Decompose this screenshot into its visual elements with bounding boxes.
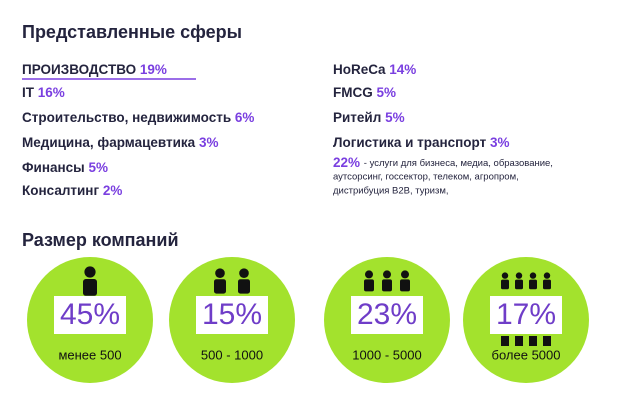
icon [365, 270, 373, 279]
icon [515, 336, 523, 346]
sector-name: HoReCa [333, 62, 386, 77]
percent-box [54, 296, 126, 334]
sector-item: ПРОИЗВОДСТВО 19% [22, 62, 167, 77]
size-label: 1000 - 5000 [352, 347, 421, 362]
icon [382, 279, 392, 292]
icon [214, 279, 226, 294]
sector-name: Медицина, фармацевтика [22, 135, 196, 150]
other-text: - услуги для бизнеса, медиа, образование… [364, 158, 553, 169]
sector-item: Ритейл 5% [333, 110, 405, 125]
sector-percent: 5% [377, 85, 397, 100]
sector-name: Финансы [22, 160, 85, 175]
sector-name: FMCG [333, 85, 373, 100]
sector-item: IT 16% [22, 85, 65, 100]
percent-box [196, 296, 268, 334]
size-label: менее 500 [58, 347, 121, 362]
percent-box [490, 296, 562, 334]
icon [543, 272, 551, 279]
icon [400, 279, 410, 292]
sector-item: Логистика и транспорт 3% [333, 135, 510, 150]
icon [364, 279, 374, 292]
other-percent: 22% [333, 155, 360, 170]
sector-name: IT [22, 85, 35, 100]
size-label: более 5000 [492, 347, 561, 362]
sector-name: Логистика и транспорт [333, 135, 487, 150]
icon [529, 336, 537, 346]
sector-percent: 5% [385, 110, 405, 125]
other-line: 22% - услуги для бизнеса, медиа, образов… [333, 155, 553, 170]
icon [501, 272, 509, 279]
icon [515, 279, 523, 290]
icon [543, 279, 551, 290]
icon [84, 266, 96, 278]
icon [501, 336, 509, 346]
sector-percent: 6% [235, 110, 255, 125]
sector-percent: 19% [140, 62, 167, 77]
icon [529, 279, 537, 290]
icon [238, 279, 250, 294]
sector-item: Строительство, недвижимость 6% [22, 110, 254, 125]
icon [383, 270, 391, 279]
sector-name: Консалтинг [22, 183, 99, 198]
icon [515, 272, 523, 279]
size-percent: 15% [202, 298, 262, 331]
percent-box [351, 296, 423, 334]
sector-item: Финансы 5% [22, 160, 108, 175]
section-title: Представленные сферы [22, 22, 242, 42]
size-percent: 17% [496, 298, 556, 331]
sector-percent: 3% [490, 135, 510, 150]
size-percent: 45% [60, 298, 120, 331]
sector-name: ПРОИЗВОДСТВО [22, 62, 136, 77]
sector-item: Консалтинг 2% [22, 183, 122, 198]
sector-item: Медицина, фармацевтика 3% [22, 135, 218, 150]
sector-item: HoReCa 14% [333, 62, 416, 77]
sector-percent: 2% [103, 183, 123, 198]
sector-name: Строительство, недвижимость [22, 110, 231, 125]
icon [239, 268, 249, 279]
other-text: аутсорсинг, госсектор, телеком, агропром… [333, 172, 519, 183]
sector-name: Ритейл [333, 110, 381, 125]
icon [543, 336, 551, 346]
sector-percent: 3% [199, 135, 219, 150]
sector-item: FMCG 5% [333, 85, 396, 100]
icon [401, 270, 409, 279]
icon [529, 272, 537, 279]
icon [83, 279, 97, 296]
size-label: 500 - 1000 [201, 347, 263, 362]
icon [215, 268, 225, 279]
sector-percent: 16% [38, 85, 65, 100]
sector-percent: 14% [389, 62, 416, 77]
sector-percent: 5% [88, 160, 108, 175]
other-text: дистрибуция B2B, туризм, [333, 186, 449, 197]
size-percent: 23% [357, 298, 417, 331]
icon [501, 279, 509, 290]
section-title: Размер компаний [22, 230, 179, 250]
